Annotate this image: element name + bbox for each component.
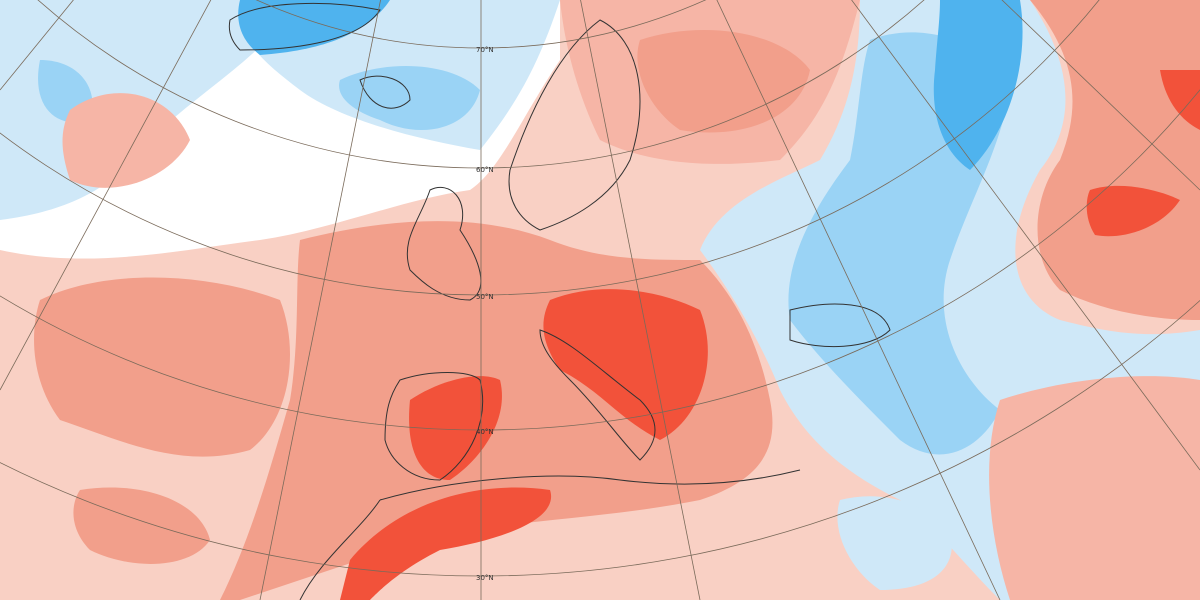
coastlines bbox=[228, 2, 891, 600]
strong-cold-anomaly bbox=[933, 0, 1023, 170]
warm-anomaly bbox=[62, 93, 190, 188]
meridian bbox=[716, 0, 1001, 600]
latitude-label: 30°N bbox=[476, 574, 494, 582]
strong-cold-anomaly bbox=[238, 0, 390, 55]
meridian bbox=[1001, 0, 1200, 191]
meridian bbox=[851, 0, 1200, 471]
warm-anomaly bbox=[637, 30, 810, 133]
warm-anomaly bbox=[989, 376, 1200, 600]
warm-anomaly bbox=[73, 487, 210, 564]
warm-anomaly bbox=[1030, 0, 1200, 320]
latitude-label: 40°N bbox=[476, 428, 494, 436]
strong-warm-anomaly bbox=[1160, 70, 1200, 130]
coastline bbox=[508, 19, 641, 231]
warm-anomaly bbox=[34, 277, 290, 457]
coastline bbox=[406, 186, 482, 301]
coastline bbox=[539, 329, 656, 461]
cold-anomaly bbox=[837, 496, 952, 590]
latitude-label: 60°N bbox=[476, 166, 494, 174]
coastline bbox=[359, 75, 411, 109]
meridian bbox=[0, 0, 212, 391]
strong-warm-anomaly bbox=[1086, 185, 1180, 237]
strong-warm-anomaly bbox=[409, 376, 502, 480]
meridian bbox=[580, 0, 701, 600]
latitude-label: 50°N bbox=[476, 293, 494, 301]
coastline bbox=[789, 303, 891, 347]
latitude-labels: 70°N 60°N 50°N 40°N 30°N bbox=[476, 46, 494, 582]
coastline bbox=[299, 469, 801, 600]
strong-warm-anomaly bbox=[340, 487, 552, 600]
meridian bbox=[259, 0, 381, 600]
latitude-label: 70°N bbox=[476, 46, 494, 54]
strong-warm-anomaly bbox=[543, 289, 708, 440]
coastline bbox=[384, 372, 484, 481]
